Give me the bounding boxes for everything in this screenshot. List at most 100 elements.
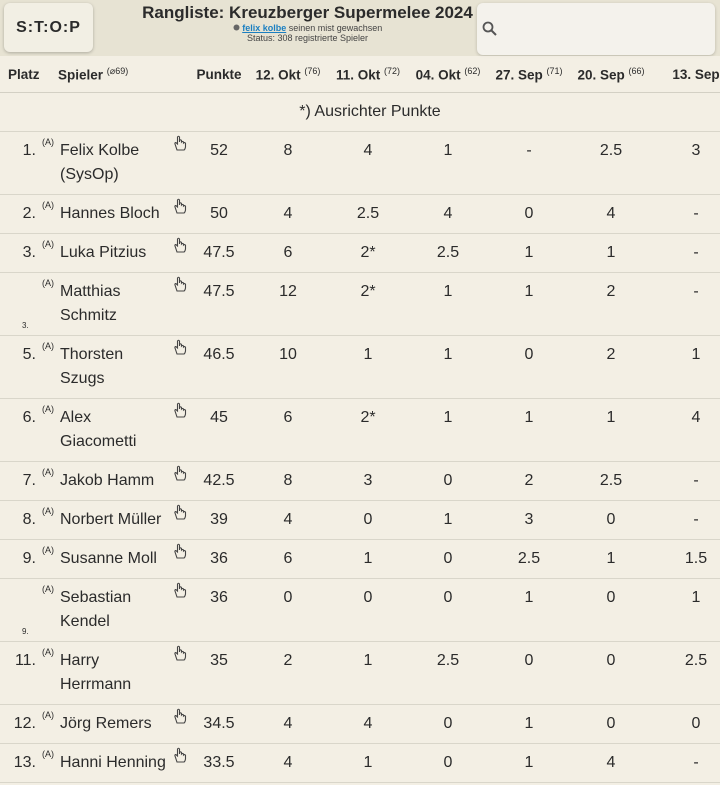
player-row: 9. (A) Sebastian Kendel 36 0 0 0 1 0 1 [0, 578, 720, 642]
rank: 14. [0, 782, 38, 785]
rank: 6. [0, 398, 38, 462]
user-link[interactable]: felix kolbe [242, 23, 287, 33]
score: 2* [328, 233, 408, 273]
hand-icon[interactable] [172, 401, 188, 419]
player-name: Norbert Müller [60, 511, 162, 528]
column-label: Punkte [196, 66, 242, 82]
score: 2 [488, 461, 570, 501]
user-icon [233, 24, 240, 31]
player-cell: (A) Hannes Bloch [38, 194, 190, 234]
hand-icon[interactable] [172, 464, 188, 482]
column-label: 12. Okt [255, 67, 301, 83]
score: 4 [248, 500, 328, 540]
score: 1 [408, 131, 488, 195]
hand-icon[interactable] [172, 581, 188, 599]
score: 1.5 [652, 539, 720, 579]
column-header[interactable]: 13. Sep [652, 56, 720, 93]
hand-icon[interactable] [172, 134, 188, 152]
player-row: 12. (A) Jörg Remers 34.5 4 4 0 1 0 0 [0, 704, 720, 744]
player-row: 8. (A) Norbert Müller 39 4 0 1 3 0- [0, 500, 720, 540]
player-row: 2. (A) Hannes Bloch 50 4 2.5 4 0 4- [0, 194, 720, 234]
score: 4 [570, 743, 652, 783]
hand-icon[interactable] [172, 542, 188, 560]
player-cell: (A) Alex Giacometti [38, 398, 190, 462]
column-header[interactable]: 27. Sep (71) [488, 56, 570, 93]
badge: (A) [42, 584, 54, 594]
hand-shape [174, 645, 187, 661]
score: 1 [408, 500, 488, 540]
player-row: 7. (A) Jakob Hamm 42.5 8 3 0 2 2.5- [0, 461, 720, 501]
score: 0 [488, 335, 570, 399]
column-header[interactable]: Platz [0, 56, 40, 93]
score: 1 [570, 398, 652, 462]
hand-shape [174, 237, 187, 253]
badge: (A) [42, 341, 54, 351]
player-cell: (A) Hanni Henning [38, 743, 190, 783]
column-header[interactable]: 11. Okt (72) [328, 56, 408, 93]
score: - [488, 131, 570, 195]
hand-icon[interactable] [172, 644, 188, 662]
column-header[interactable]: 20. Sep (66) [570, 56, 652, 93]
score: 4 [570, 194, 652, 234]
search-box[interactable] [477, 3, 715, 55]
rank: 12. [0, 704, 38, 744]
logo[interactable]: S:T:O:P [4, 3, 93, 52]
score: 0 [408, 704, 488, 744]
rank: 9. [0, 539, 38, 579]
player-row: 14.Mathias3361-2.5-3 [0, 782, 720, 785]
score: 0 [570, 578, 652, 642]
score: 4 [328, 704, 408, 744]
rank: 3. [0, 272, 38, 336]
player-cell: (A) Jakob Hamm [38, 461, 190, 501]
score: - [652, 272, 720, 336]
badge: (A) [42, 749, 54, 759]
player-cell: (A) Harry Herrmann [38, 641, 190, 705]
score: 0 [488, 641, 570, 705]
hand-icon[interactable] [172, 746, 188, 764]
points: 35 [190, 641, 248, 705]
points: 46.5 [190, 335, 248, 399]
rank: 11. [0, 641, 38, 705]
score: 0 [328, 578, 408, 642]
column-header[interactable]: Punkte [190, 56, 248, 93]
player-cell: (A) Norbert Müller [38, 500, 190, 540]
score: - [652, 743, 720, 783]
player-cell: (A) Susanne Moll [38, 539, 190, 579]
score: 3 [488, 500, 570, 540]
score: 8 [248, 461, 328, 501]
score: 4 [652, 398, 720, 462]
player-name: Sebastian Kendel [60, 589, 132, 630]
player-name: Thorsten Szugs [60, 346, 124, 387]
hand-icon[interactable] [172, 197, 188, 215]
player-row: 5. (A) Thorsten Szugs 46.5 10 1 1 0 2 1 [0, 335, 720, 399]
score: - [408, 782, 488, 785]
column-label: Platz [8, 66, 40, 82]
hand-icon[interactable] [172, 236, 188, 254]
hand-icon[interactable] [172, 503, 188, 521]
hand-icon[interactable] [172, 275, 188, 293]
search-icon [482, 21, 497, 36]
hand-icon[interactable] [172, 707, 188, 725]
table-wrap: Platz Spieler (⌀69) Punkte 12. Okt (76) 11. … [0, 56, 720, 785]
points: 33.5 [190, 743, 248, 783]
points: 47.5 [190, 233, 248, 273]
hand-shape [174, 582, 187, 598]
player-row: 6. (A) Alex Giacometti 45 6 2* 1 1 1 4 [0, 398, 720, 462]
column-header[interactable]: Spieler (⌀69) [38, 56, 190, 93]
hand-icon[interactable] [172, 338, 188, 356]
score: 8 [248, 131, 328, 195]
badge: (A) [42, 545, 54, 555]
player-name: Harry Herrmann [60, 652, 132, 693]
points: 36 [190, 539, 248, 579]
column-header[interactable]: 04. Okt (62) [408, 56, 488, 93]
points: 47.5 [190, 272, 248, 336]
score: 4 [248, 704, 328, 744]
score: 1 [488, 398, 570, 462]
score: 0 [652, 704, 720, 744]
score: - [652, 194, 720, 234]
column-header[interactable]: 12. Okt (76) [248, 56, 328, 93]
badge: (A) [42, 404, 54, 414]
score: - [570, 782, 652, 785]
score: 1 [328, 641, 408, 705]
score: 1 [328, 743, 408, 783]
